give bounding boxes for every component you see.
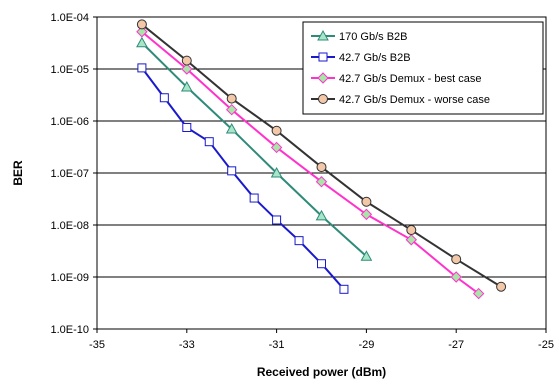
legend-item: 42.7 Gb/s B2B (311, 52, 411, 64)
x-tick-label: -31 (269, 339, 285, 351)
legend-item: 170 Gb/s B2B (311, 29, 408, 43)
data-point (315, 209, 328, 221)
x-tick-label: -25 (538, 339, 554, 351)
data-point (159, 93, 169, 103)
x-tick-label: -35 (89, 339, 105, 351)
data-point (204, 137, 214, 147)
y-tick-label: 1.0E-06 (50, 116, 89, 128)
legend-label: 170 Gb/s B2B (339, 31, 408, 43)
data-point (181, 63, 193, 75)
y-tick-label: 1.0E-05 (50, 64, 89, 76)
data-point (294, 236, 304, 246)
data-point (360, 250, 373, 261)
legend: 170 Gb/s B2B 42.7 Gb/s B2B 42.7 Gb/s Demux… (302, 21, 544, 115)
legend-marker (318, 94, 328, 104)
y-tick-label: 1.0E-09 (50, 272, 89, 284)
y-axis: 1.0E-04 1.0E-05 1.0E-06 1.0E-07 1.0E-08 1.0E-… (50, 12, 97, 336)
series-layer (136, 19, 507, 300)
data-point (225, 103, 238, 116)
legend-marker (317, 72, 329, 84)
data-point (182, 122, 192, 132)
legend-item: 42.7 Gb/s Demux - best case (311, 72, 481, 85)
y-tick-label: 1.0E-08 (50, 220, 89, 232)
series-3 (136, 26, 485, 300)
x-axis-title: Received power (dBm) (257, 365, 386, 379)
data-point (136, 26, 148, 38)
data-point (317, 259, 326, 269)
x-axis: -35 -33 -31 -29 -27 -25 (89, 329, 554, 351)
legend-box (302, 21, 544, 115)
data-point (270, 166, 283, 178)
data-point (136, 36, 148, 48)
data-point (270, 141, 283, 154)
legend-marker (318, 52, 328, 62)
x-tick-label: -29 (358, 339, 374, 351)
data-point (226, 93, 237, 104)
data-point (405, 234, 418, 246)
x-tick-label: -27 (448, 339, 464, 351)
data-point (227, 166, 237, 176)
legend-label: 42.7 Gb/s Demux - worse case (339, 94, 490, 106)
data-point (181, 55, 192, 66)
y-axis-title: BER (11, 160, 25, 186)
data-point (225, 123, 238, 134)
series-4 (136, 19, 507, 292)
data-point (450, 271, 462, 283)
data-point (180, 81, 193, 92)
legend-label: 42.7 Gb/s Demux - best case (339, 73, 481, 85)
series-1 (136, 36, 373, 261)
legend-label: 42.7 Gb/s B2B (339, 52, 411, 64)
data-point (316, 162, 327, 173)
data-point (406, 225, 417, 236)
series-2 (137, 63, 349, 294)
data-point (137, 63, 147, 73)
data-point (315, 176, 328, 188)
data-point (249, 193, 259, 203)
data-point (272, 215, 282, 225)
y-tick-label: 1.0E-10 (50, 324, 89, 336)
y-tick-label: 1.0E-07 (50, 168, 89, 180)
data-point (496, 281, 507, 292)
data-point (472, 287, 485, 300)
data-point (271, 125, 282, 136)
data-point (451, 254, 462, 265)
data-point (136, 19, 147, 30)
series-line (141, 67, 345, 290)
data-point (339, 284, 349, 294)
legend-marker (317, 29, 329, 41)
x-tick-label: -33 (179, 339, 195, 351)
legend-item: 42.7 Gb/s Demux - worse case (311, 94, 490, 106)
data-point (360, 208, 373, 221)
y-tick-label: 1.0E-04 (50, 12, 89, 24)
data-point (361, 196, 372, 207)
series-line (141, 42, 368, 258)
